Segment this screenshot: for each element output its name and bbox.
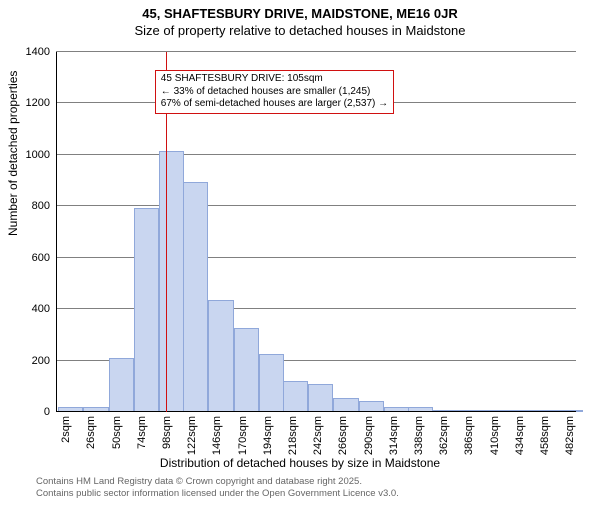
chart-title: 45, SHAFTESBURY DRIVE, MAIDSTONE, ME16 0… [0, 6, 600, 21]
x-tick-label: 266sqm [337, 416, 349, 455]
footer-line-1: Contains HM Land Registry data © Crown c… [36, 476, 600, 488]
histogram-bar [134, 208, 159, 412]
x-tick-label: 362sqm [438, 416, 450, 455]
x-axis-line [56, 411, 576, 412]
histogram-bar [283, 381, 308, 412]
x-tick-label: 290sqm [363, 416, 375, 455]
gridline [56, 154, 576, 155]
histogram-bar [308, 384, 333, 412]
annotation-line: 45 SHAFTESBURY DRIVE: 105sqm [161, 73, 388, 86]
x-tick-label: 314sqm [388, 416, 400, 455]
x-tick-label: 458sqm [539, 416, 551, 455]
y-tick-label: 800 [32, 200, 50, 212]
x-tick-label: 26sqm [85, 416, 97, 449]
x-tick-label: 194sqm [262, 416, 274, 455]
x-tick-label: 218sqm [287, 416, 299, 455]
x-tick-label: 98sqm [161, 416, 173, 449]
y-axis-line [56, 52, 57, 412]
y-axis-label: Number of detached properties [6, 71, 20, 236]
footer-text: Contains HM Land Registry data © Crown c… [0, 476, 600, 501]
x-tick-label: 146sqm [211, 416, 223, 455]
x-tick-label: 434sqm [514, 416, 526, 455]
y-tick-label: 1000 [26, 149, 50, 161]
annotation-line: 67% of semi-detached houses are larger (… [161, 98, 388, 111]
x-axis-label: Distribution of detached houses by size … [0, 456, 600, 470]
x-tick-label: 170sqm [237, 416, 249, 455]
footer-line-2: Contains public sector information licen… [36, 488, 600, 500]
y-tick-label: 600 [32, 252, 50, 264]
x-tick-label: 410sqm [489, 416, 501, 455]
histogram-bar [208, 300, 233, 412]
x-tick-label: 386sqm [463, 416, 475, 455]
histogram-bar [234, 328, 259, 412]
x-tick-label: 50sqm [111, 416, 123, 449]
histogram-bar [259, 354, 284, 412]
gridline [56, 51, 576, 52]
x-tick-label: 482sqm [564, 416, 576, 455]
y-tick-label: 1200 [26, 97, 50, 109]
plot-area: 02004006008001000120014002sqm26sqm50sqm7… [56, 52, 576, 412]
x-tick-label: 2sqm [60, 416, 72, 443]
x-tick-label: 242sqm [312, 416, 324, 455]
histogram-bar [159, 151, 184, 412]
x-tick-label: 338sqm [413, 416, 425, 455]
x-tick-label: 122sqm [186, 416, 198, 455]
chart-subtitle: Size of property relative to detached ho… [0, 23, 600, 38]
gridline [56, 205, 576, 206]
histogram-bar [109, 358, 134, 412]
histogram-bar [183, 182, 208, 412]
y-tick-label: 200 [32, 355, 50, 367]
y-tick-label: 400 [32, 303, 50, 315]
y-tick-label: 0 [44, 406, 50, 418]
annotation-box: 45 SHAFTESBURY DRIVE: 105sqm← 33% of det… [155, 70, 394, 114]
annotation-line: ← 33% of detached houses are smaller (1,… [161, 86, 388, 99]
y-tick-label: 1400 [26, 46, 50, 58]
histogram-bar [333, 398, 358, 412]
x-tick-label: 74sqm [136, 416, 148, 449]
